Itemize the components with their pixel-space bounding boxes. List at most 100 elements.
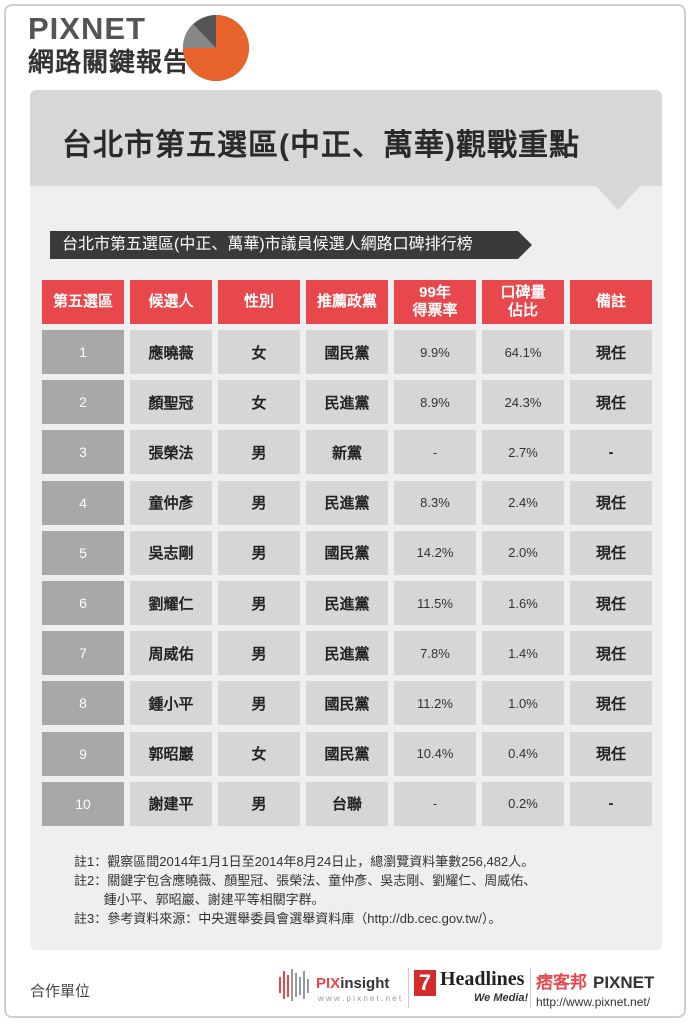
row-1-col-district: 1 — [42, 330, 124, 374]
row-4-col-gender: 男 — [218, 480, 300, 525]
row-6-col-remark: 現任 — [570, 581, 652, 625]
brand-line2: 網路關鍵報告 — [28, 47, 191, 77]
row-10-col-vote-rate: - — [394, 781, 476, 826]
row-6-col-candidate: 劉耀仁 — [130, 581, 212, 625]
row-9-col-party: 國民黨 — [306, 731, 388, 776]
note-1: 註1：觀察區間2014年1月1日至2014年8月24日止，總瀏覽資料筆數256,… — [74, 854, 535, 869]
title-bar: 台北市第五選區(中正、萬華)觀戰重點 — [30, 90, 662, 186]
page-title: 台北市第五選區(中正、萬華)觀戰重點 — [62, 129, 580, 162]
row-10-col-candidate: 謝建平 — [130, 781, 212, 826]
row-4-col-district: 4 — [42, 480, 124, 525]
header-col-vote-rate: 99年 得票率 — [394, 280, 476, 324]
row-2-col-buzz-share: 24.3% — [482, 380, 564, 425]
row-9-col-remark: 現任 — [570, 731, 652, 776]
row-9-col-district: 9 — [42, 731, 124, 776]
row-9-col-buzz-share: 0.4% — [482, 731, 564, 776]
row-5-col-candidate: 吳志剛 — [130, 530, 212, 575]
row-2-col-district: 2 — [42, 380, 124, 425]
header-col-remark: 備註 — [570, 280, 652, 324]
row-8-col-buzz-share: 1.0% — [482, 681, 564, 726]
row-5-col-remark: 現任 — [570, 530, 652, 575]
row-4-col-candidate: 童仲彥 — [130, 480, 212, 525]
row-6-col-gender: 男 — [218, 581, 300, 625]
partners-label: 合作單位 — [30, 983, 91, 1000]
note-2: 註2：關鍵字包含應曉薇、顏聖冠、張榮法、童仲彥、吳志剛、劉耀仁、周威佑、 — [74, 873, 537, 888]
row-1-col-buzz-share: 64.1% — [482, 330, 564, 374]
pixnet-footer-logo: 痞客邦 PIXNET http://www.pixnet.net/ — [536, 968, 654, 1009]
row-10-col-gender: 男 — [218, 781, 300, 826]
pixinsight-url: w w w . p i x n e t . n e t — [318, 994, 402, 1003]
row-2-col-gender: 女 — [218, 380, 300, 425]
row-2-col-remark: 現任 — [570, 380, 652, 425]
row-6-col-vote-rate: 11.5% — [394, 581, 476, 625]
header-col-buzz-share: 口碑量 佔比 — [482, 280, 564, 324]
header-col-party: 推薦政黨 — [306, 280, 388, 324]
note-2-cont: 鍾小平、郭昭巖、謝建平等相關字群。 — [74, 892, 325, 907]
pix-post: insight — [340, 975, 390, 992]
row-6-col-district: 6 — [42, 581, 124, 625]
row-7-col-candidate: 周威佑 — [130, 631, 212, 676]
row-3-col-gender: 男 — [218, 430, 300, 475]
row-7-col-party: 民進黨 — [306, 631, 388, 676]
row-5-col-district: 5 — [42, 530, 124, 575]
row-7-col-remark: 現任 — [570, 631, 652, 676]
row-10-col-remark: - — [570, 781, 652, 826]
row-8-col-party: 國民黨 — [306, 681, 388, 726]
row-4-col-remark: 現任 — [570, 480, 652, 525]
divider — [408, 968, 409, 1008]
row-2-col-party: 民進黨 — [306, 380, 388, 425]
row-1-col-remark: 現任 — [570, 330, 652, 374]
row-8-col-gender: 男 — [218, 681, 300, 726]
row-2-col-vote-rate: 8.9% — [394, 380, 476, 425]
row-9-col-vote-rate: 10.4% — [394, 731, 476, 776]
row-3-col-candidate: 張榮法 — [130, 430, 212, 475]
row-7-col-district: 7 — [42, 631, 124, 676]
pix-pre: PIX — [316, 975, 341, 992]
note-3: 註3：參考資料來源：中央選舉委員會選舉資料庫（http://db.cec.gov… — [74, 911, 502, 926]
row-4-col-buzz-share: 2.4% — [482, 480, 564, 525]
row-2-col-candidate: 顏聖冠 — [130, 380, 212, 425]
row-1-col-candidate: 應曉薇 — [130, 330, 212, 374]
row-5-col-vote-rate: 14.2% — [394, 530, 476, 575]
row-8-col-remark: 現任 — [570, 681, 652, 726]
row-9-col-candidate: 郭昭巖 — [130, 731, 212, 776]
row-6-col-buzz-share: 1.6% — [482, 581, 564, 625]
row-10-col-party: 台聯 — [306, 781, 388, 826]
row-10-col-district: 10 — [42, 781, 124, 826]
row-7-col-buzz-share: 1.4% — [482, 631, 564, 676]
pixinsight-logo: PIXinsight w w w . p i x n e t . n e t — [278, 967, 401, 1008]
header-col-gender: 性別 — [218, 280, 300, 324]
row-1-col-gender: 女 — [218, 330, 300, 374]
pie-logo-icon — [182, 15, 249, 81]
pixnet-name: PIXNET — [593, 973, 655, 992]
row-10-col-buzz-share: 0.2% — [482, 781, 564, 826]
kp-name: 痞客邦 — [536, 973, 587, 992]
page-frame — [4, 4, 686, 1018]
row-4-col-party: 民進黨 — [306, 480, 388, 525]
brand-line1: PIXNET — [28, 11, 146, 46]
header-col-candidate: 候選人 — [130, 280, 212, 324]
pixinsight-bars-icon — [279, 969, 309, 1001]
headlines-tagline: We Media! — [474, 992, 529, 1004]
row-3-col-remark: - — [570, 430, 652, 475]
row-3-col-buzz-share: 2.7% — [482, 430, 564, 475]
pixnet-url: http://www.pixnet.net/ — [536, 995, 651, 1009]
row-9-col-gender: 女 — [218, 731, 300, 776]
row-8-col-vote-rate: 11.2% — [394, 681, 476, 726]
row-8-col-candidate: 鍾小平 — [130, 681, 212, 726]
row-1-col-party: 國民黨 — [306, 330, 388, 374]
row-4-col-vote-rate: 8.3% — [394, 480, 476, 525]
row-5-col-party: 國民黨 — [306, 530, 388, 575]
row-3-col-vote-rate: - — [394, 430, 476, 475]
row-7-col-vote-rate: 7.8% — [394, 631, 476, 676]
row-7-col-gender: 男 — [218, 631, 300, 676]
row-3-col-district: 3 — [42, 430, 124, 475]
pixnet-report-logo: PIXNET 網路關鍵報告 — [28, 12, 190, 78]
title-pointer — [596, 186, 640, 210]
headlines-seven: 7 — [414, 970, 436, 996]
divider — [530, 968, 531, 1008]
row-5-col-buzz-share: 2.0% — [482, 530, 564, 575]
notes: 註1：觀察區間2014年1月1日至2014年8月24日止，總瀏覽資料筆數256,… — [74, 852, 536, 928]
table-subtitle: 台北市第五選區(中正、萬華)市議員候選人網路口碑排行榜 — [50, 231, 532, 259]
row-6-col-party: 民進黨 — [306, 581, 388, 625]
